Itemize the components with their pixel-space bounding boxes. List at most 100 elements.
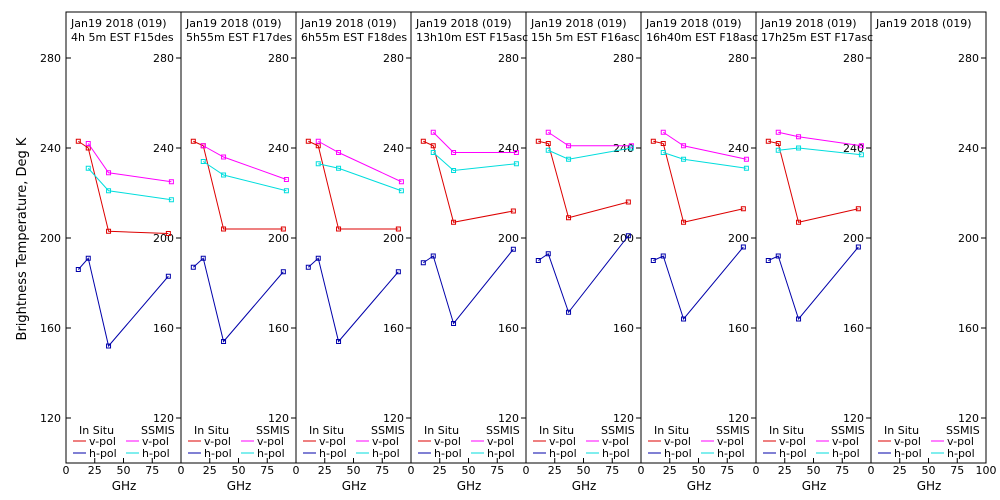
legend-ssmis-hpol-label: h-pol <box>372 447 400 460</box>
ssmis-hpol-point <box>315 161 321 167</box>
x-tick-label: 75 <box>835 464 849 477</box>
y-tick-label: 120 <box>498 412 519 425</box>
legend-ssmis-header: SSMIS <box>946 424 980 437</box>
x-tick-label: 25 <box>433 464 447 477</box>
x-tick-label: 75 <box>720 464 734 477</box>
y-tick-label: 120 <box>153 412 174 425</box>
insitu-vpol-point <box>420 138 426 144</box>
ssmis-vpol-line <box>547 131 632 147</box>
insitu-hpol-point <box>451 321 457 326</box>
insitu-hpol-point <box>535 258 541 263</box>
panel-7: Jan19 2018 (019)17h25m EST F17asc 120 160 2… <box>753 11 873 493</box>
legend-insitu-hpol-label: h-pol <box>549 447 577 460</box>
x-tick-label: 50 <box>117 464 131 477</box>
y-tick-label-left: 200 <box>40 232 61 245</box>
insitu-hpol-point <box>200 255 206 261</box>
legend-insitu-vpol-label: v-pol <box>549 435 576 448</box>
legend-insitu-header: In Situ <box>194 424 229 437</box>
legend-ssmis-header: SSMIS <box>831 424 865 437</box>
legend-ssmis-header: SSMIS <box>601 424 635 437</box>
ssmis-vpol-point <box>660 129 666 135</box>
x-axis-label: GHz <box>687 479 712 493</box>
panel-time-satellite: 17h25m EST F17asc <box>761 31 873 44</box>
y-tick-label: 160 <box>728 322 749 335</box>
ssmis-hpol-point <box>85 165 91 171</box>
x-tick-label: 25 <box>548 464 562 477</box>
x-tick-label: 25 <box>88 464 102 477</box>
panel-8: Jan19 2018 (019) 120 160 200 240 280 0 25 50 75 10… <box>868 11 997 493</box>
insitu-vpol-point <box>75 138 81 144</box>
panel-date: Jan19 2018 (019) <box>760 17 857 30</box>
y-tick-label-left: 120 <box>40 412 61 425</box>
insitu-vpol-point <box>336 226 342 232</box>
x-tick-label: 50 <box>232 464 246 477</box>
y-tick-label: 280 <box>498 52 519 65</box>
insitu-hpol-point <box>395 269 401 275</box>
legend-ssmis-vpol-label: v-pol <box>602 435 629 448</box>
ssmis-hpol-point <box>283 188 289 194</box>
insitu-hpol-point <box>566 309 572 315</box>
legend-ssmis-hpol-label: h-pol <box>142 447 170 460</box>
insitu-vpol-line <box>423 140 514 223</box>
legend-ssmis-hpol-label: h-pol <box>717 447 745 460</box>
insitu-hpol-line <box>423 248 514 325</box>
panel-date: Jan19 2018 (019) <box>185 17 282 30</box>
insitu-vpol-point <box>305 138 311 144</box>
legend-insitu-header: In Situ <box>884 424 919 437</box>
ssmis-vpol-line <box>662 131 747 160</box>
ssmis-hpol-point <box>858 152 864 158</box>
y-tick-label: 120 <box>383 412 404 425</box>
y-tick-label: 160 <box>843 322 864 335</box>
panel-2: Jan19 2018 (019)5h55m EST F17des 120 160 20… <box>178 11 297 493</box>
ssmis-hpol-point <box>628 145 634 151</box>
legend-insitu-vpol-label: v-pol <box>664 435 691 448</box>
ssmis-vpol-point <box>796 134 802 140</box>
insitu-hpol-line <box>77 257 169 348</box>
insitu-vpol-point <box>660 141 666 146</box>
legend-ssmis-hpol-label: h-pol <box>602 447 630 460</box>
y-tick-label: 240 <box>153 142 174 155</box>
legend-ssmis-header: SSMIS <box>141 424 175 437</box>
panel-3: Jan19 2018 (019)6h55m EST F18des 120 160 20… <box>293 11 412 493</box>
insitu-vpol-line <box>78 140 169 234</box>
y-tick-label: 240 <box>268 142 289 155</box>
x-tick-label: 75 <box>145 464 159 477</box>
x-tick-label: 25 <box>893 464 907 477</box>
ssmis-vpol-point <box>200 143 206 149</box>
ssmis-vpol-point <box>283 177 289 182</box>
y-axis-label: Brightness Temperature, Deg K <box>15 137 30 340</box>
insitu-vpol-line <box>653 140 744 223</box>
ssmis-vpol-point <box>566 143 572 149</box>
panel-1: Jan19 2018 (019)4h 5m EST F15des 120 120 16… <box>40 11 182 493</box>
x-tick-label: 50 <box>347 464 361 477</box>
ssmis-hpol-point <box>200 159 206 164</box>
x-tick-label: 75 <box>605 464 619 477</box>
x-axis-label: GHz <box>112 479 137 493</box>
ssmis-vpol-point <box>430 129 436 135</box>
x-axis-label: GHz <box>917 479 942 493</box>
ssmis-hpol-point <box>221 172 227 178</box>
legend-insitu-hpol-label: h-pol <box>204 447 232 460</box>
y-tick-label: 200 <box>268 232 289 245</box>
ssmis-hpol-point <box>336 165 342 171</box>
insitu-hpol-point <box>280 269 286 275</box>
y-tick-label-left: 240 <box>40 142 61 155</box>
legend-ssmis-vpol-label: v-pol <box>832 435 859 448</box>
ssmis-hpol-line <box>663 152 747 169</box>
x-tick-label: 75 <box>950 464 964 477</box>
y-tick-label: 200 <box>843 232 864 245</box>
ssmis-vpol-point <box>398 179 404 185</box>
legend-insitu-hpol-label: h-pol <box>664 447 692 460</box>
y-tick-label: 240 <box>958 142 979 155</box>
y-tick-label: 240 <box>498 142 519 155</box>
ssmis-vpol-point <box>221 154 227 160</box>
y-tick-label-left: 280 <box>40 52 61 65</box>
x-tick-label: 50 <box>462 464 476 477</box>
ssmis-vpol-point <box>545 129 551 135</box>
legend-insitu-header: In Situ <box>654 424 689 437</box>
legend-insitu-header: In Situ <box>769 424 804 437</box>
insitu-hpol-point <box>165 273 171 279</box>
panel-5: Jan19 2018 (019)15h 5m EST F16asc 120 160 2… <box>523 11 642 493</box>
legend-insitu-vpol-label: v-pol <box>434 435 461 448</box>
ssmis-vpol-point <box>451 150 457 155</box>
